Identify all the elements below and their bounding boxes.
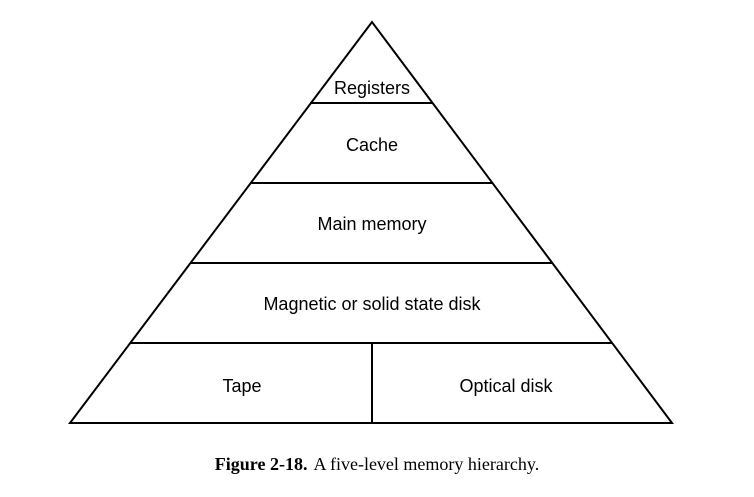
level-disk-label: Magnetic or solid state disk — [263, 294, 481, 314]
figure-caption: Figure 2-18. A five-level memory hierarch… — [0, 454, 754, 475]
figure-caption-text: A five-level memory hierarchy. — [313, 454, 539, 474]
level-main-memory-label: Main memory — [317, 214, 426, 234]
figure-number: Figure 2-18. — [215, 454, 308, 474]
level-optical-disk-label: Optical disk — [459, 376, 553, 396]
level-tape-label: Tape — [222, 376, 261, 396]
level-cache-label: Cache — [346, 135, 398, 155]
level-registers-label: Registers — [334, 78, 410, 98]
